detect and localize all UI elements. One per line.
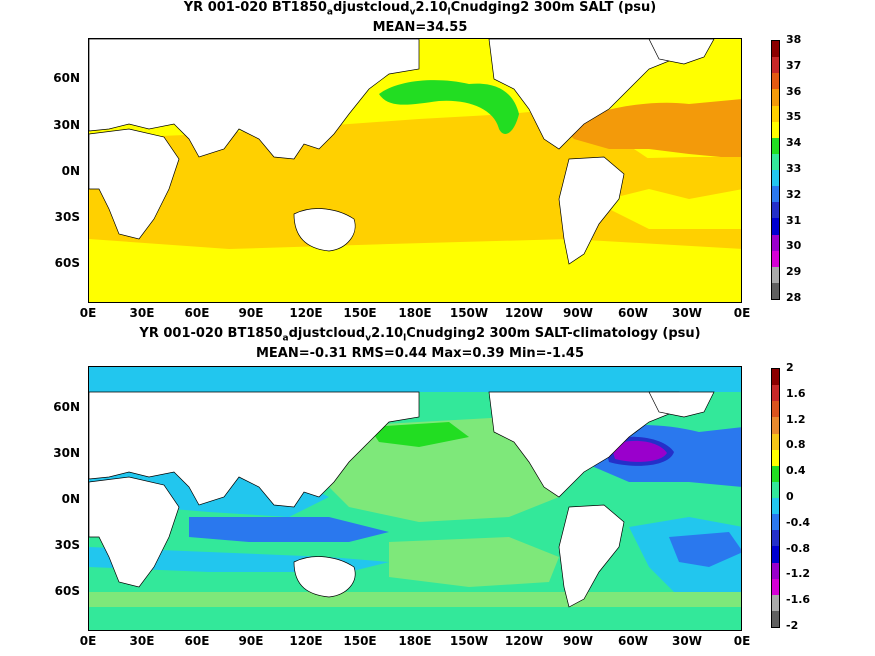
colorbar-segment [772,137,779,154]
top-stats: MEAN=34.55 [372,20,468,35]
colorbar-segment [772,465,779,482]
bottom-xlabel: 120W [504,634,544,648]
colorbar-segment [772,578,779,595]
colorbar-label: 1.6 [786,386,806,400]
top-ylabel-60s: 60S [54,256,80,270]
bottom-ylabel-30n: 30N [53,446,80,460]
colorbar-label: 33 [786,162,802,175]
colorbar-label: -1.2 [786,567,811,581]
top-ylabel-30n: 30N [53,118,80,132]
colorbar-segment [772,170,779,187]
bottom-xlabel: 0E [733,634,751,648]
top-xlabel: 60W [618,306,648,320]
top-xlabel: 90E [238,306,264,320]
colorbar-label: -0.4 [786,515,811,529]
colorbar-segment [772,530,779,547]
top-xlabel: 90W [563,306,593,320]
top-xlabel: 0E [79,306,97,320]
colorbar-segment [772,57,779,74]
colorbar-segment [772,481,779,498]
colorbar-segment [772,234,779,251]
colorbar-label: 1.2 [786,412,806,426]
top-xlabel: 30W [672,306,702,320]
colorbar-segment [772,218,779,235]
bottom-colorbar [771,368,780,628]
top-ylabel-0n: 0N [61,164,80,178]
colorbar-segment [772,594,779,611]
colorbar-segment [772,89,779,106]
top-xlabel: 120E [289,306,323,320]
colorbar-label: 2 [786,361,794,374]
bottom-xlabel: 150W [449,634,489,648]
bottom-ylabel-0n: 0N [61,492,80,506]
colorbar-label: -1.6 [786,593,811,607]
colorbar-segment [772,202,779,219]
colorbar-label: -2 [786,619,799,632]
top-xlabel: 0E [733,306,751,320]
bottom-ylabel-60n: 60N [53,400,80,414]
colorbar-label: 0.4 [786,464,806,478]
bottom-xlabel: 150E [343,634,377,648]
colorbar-segment [772,250,779,267]
top-xlabel: 120W [504,306,544,320]
colorbar-segment [772,610,779,627]
bottom-xlabel: 120E [289,634,323,648]
colorbar-label: 28 [786,291,802,304]
colorbar-label: 35 [786,110,802,124]
colorbar-segment [772,266,779,283]
colorbar-label: 36 [786,84,802,98]
colorbar-segment [772,369,779,386]
colorbar-label: 30 [786,239,802,253]
top-xlabel: 30E [129,306,155,320]
colorbar-segment [772,401,779,418]
colorbar-segment [772,433,779,450]
colorbar-segment [772,73,779,90]
colorbar-label: 31 [786,213,802,227]
top-xlabel: 150E [343,306,377,320]
colorbar-label: 34 [786,136,802,150]
colorbar-segment [772,105,779,122]
bottom-xlabel: 0E [79,634,97,648]
bottom-xlabel: 180E [398,634,432,648]
colorbar-segment [772,562,779,579]
top-xlabel: 150W [449,306,489,320]
colorbar-segment [772,449,779,466]
colorbar-segment [772,514,779,531]
top-xlabel: 180E [398,306,432,320]
top-ylabel-30s: 30S [54,210,80,224]
bottom-anomaly-map [88,366,742,631]
colorbar-segment [772,546,779,563]
colorbar-label: 29 [786,265,802,279]
bottom-ylabel-30s: 30S [54,538,80,552]
bottom-stats: MEAN=-0.31 RMS=0.44 Max=0.39 Min=-1.45 [255,346,585,361]
colorbar-segment [772,121,779,138]
colorbar-label: 0 [786,490,794,503]
colorbar-segment [772,417,779,434]
colorbar-segment [772,153,779,170]
bottom-xlabel: 90E [238,634,264,648]
top-title: YR 001-020 BT1850adjustcloudv2.10lCnudgi… [183,0,657,18]
colorbar-label: 0.8 [786,438,806,452]
top-xlabel: 60E [184,306,210,320]
colorbar-label: 32 [786,187,802,201]
top-colorbar [771,40,780,300]
bottom-title: YR 001-020 BT1850adjustcloudv2.10lCnudgi… [139,326,701,344]
top-ylabel-60n: 60N [53,71,80,85]
bottom-xlabel: 60W [618,634,648,648]
colorbar-segment [772,282,779,299]
colorbar-label: 38 [786,33,802,46]
bottom-xlabel: 30W [672,634,702,648]
colorbar-segment [772,498,779,515]
top-salinity-map [88,38,742,303]
bottom-xlabel: 60E [184,634,210,648]
bottom-ylabel-60s: 60S [54,584,80,598]
bottom-xlabel: 90W [563,634,593,648]
colorbar-segment [772,385,779,402]
colorbar-segment [772,186,779,203]
colorbar-label: 37 [786,58,802,72]
colorbar-segment [772,41,779,58]
bottom-xlabel: 30E [129,634,155,648]
colorbar-label: -0.8 [786,541,811,555]
